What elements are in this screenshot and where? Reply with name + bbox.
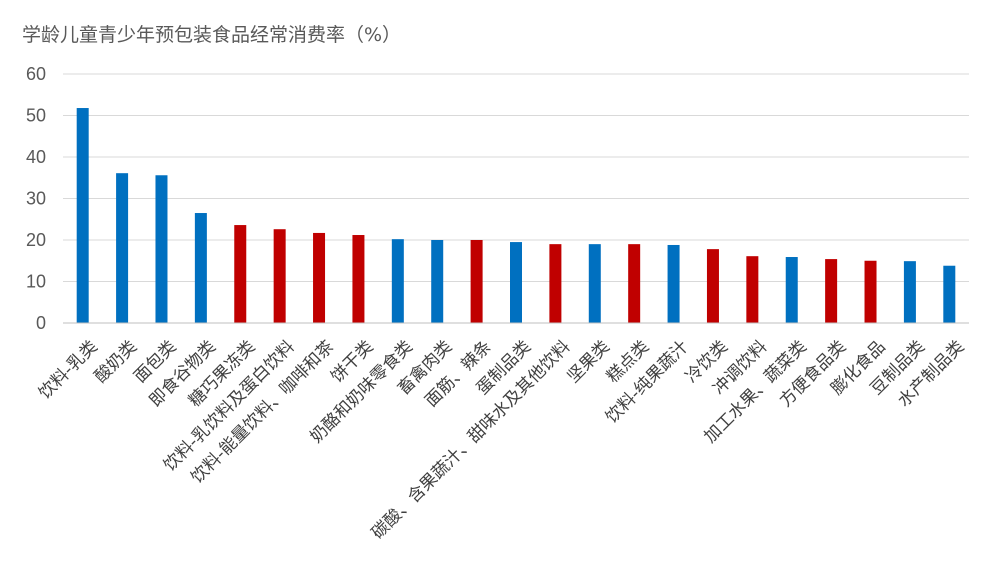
x-axis-labels: 饮料-乳类酸奶类面包类即食谷物类糖巧果冻类饮料-乳饮料及蛋白饮料饮料-能量饮料、… xyxy=(35,337,968,543)
bar xyxy=(628,244,641,323)
y-tick-label: 20 xyxy=(26,230,46,250)
bar xyxy=(667,244,680,323)
y-tick-label: 0 xyxy=(36,313,46,333)
bar xyxy=(825,259,838,323)
y-tick-label: 60 xyxy=(26,64,46,84)
bar xyxy=(549,244,562,323)
y-tick-label: 30 xyxy=(26,189,46,209)
bar xyxy=(352,235,365,323)
y-axis-ticks: 0 10 20 30 40 50 60 xyxy=(26,64,46,333)
bar xyxy=(785,257,798,323)
y-tick-label: 40 xyxy=(26,147,46,167)
y-tick-label: 50 xyxy=(26,106,46,126)
bar xyxy=(116,173,129,323)
x-tick-label: 饮料-乳类 xyxy=(35,337,102,404)
bar xyxy=(943,265,956,323)
bar xyxy=(194,213,207,323)
bar xyxy=(431,240,444,323)
bar xyxy=(706,249,719,323)
bar xyxy=(746,256,759,323)
bar xyxy=(76,108,89,323)
bar xyxy=(313,232,326,323)
x-tick-label: 坚果类 xyxy=(564,337,614,387)
bar xyxy=(391,239,404,323)
bar xyxy=(903,261,916,323)
bar xyxy=(470,240,483,323)
bar xyxy=(155,175,168,323)
bar xyxy=(588,244,601,323)
y-tick-label: 10 xyxy=(26,272,46,292)
bar xyxy=(864,260,877,323)
bar xyxy=(510,242,522,323)
x-tick-label: 酸奶类 xyxy=(91,337,141,387)
bar xyxy=(234,225,247,323)
chart-title: 学龄儿童青少年预包装食品经常消费率（%） xyxy=(22,24,402,46)
bars xyxy=(76,108,956,323)
bar xyxy=(273,229,286,323)
